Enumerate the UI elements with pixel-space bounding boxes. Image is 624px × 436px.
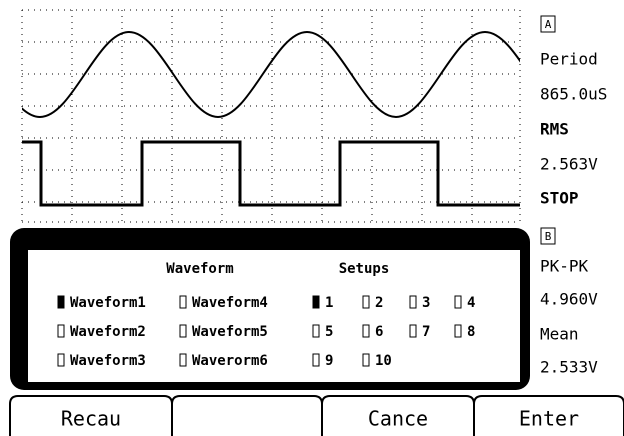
option-label[interactable]: 4 bbox=[467, 295, 475, 311]
option-label[interactable]: Waveform1 bbox=[70, 295, 146, 311]
dialog-body bbox=[28, 250, 520, 382]
grid bbox=[21, 9, 521, 223]
dialog: Waveform Setups Waveform1 Waveform2 Waveform… bbox=[57, 261, 475, 369]
softkey-label[interactable]: Cance bbox=[368, 407, 428, 431]
checkbox[interactable] bbox=[57, 324, 65, 338]
option-label[interactable]: Waveform4 bbox=[192, 295, 268, 311]
readout-panel: A Period 865.0uS RMS 2.563V STOP B PK-PK 4.960V M… bbox=[540, 15, 607, 377]
checkbox[interactable] bbox=[362, 353, 370, 367]
checkbox[interactable] bbox=[362, 324, 370, 338]
readout-value: 4.960V bbox=[540, 290, 598, 309]
checkbox[interactable] bbox=[57, 295, 65, 309]
button-bar: Recau Cance Enter bbox=[9, 395, 624, 436]
readout-value: 865.0uS bbox=[540, 85, 607, 104]
option-label[interactable]: 6 bbox=[375, 324, 383, 340]
option-label[interactable]: 5 bbox=[325, 324, 333, 340]
option-label[interactable]: Waveform3 bbox=[70, 353, 146, 369]
checkbox[interactable] bbox=[409, 295, 417, 309]
readout-value: 2.533V bbox=[540, 358, 598, 377]
readout-label: RMS bbox=[540, 120, 569, 139]
status: STOP bbox=[540, 189, 579, 208]
checkbox[interactable] bbox=[312, 324, 320, 338]
readout-label: Period bbox=[540, 50, 598, 69]
checkbox[interactable] bbox=[179, 353, 187, 367]
option-label[interactable]: 1 bbox=[325, 295, 333, 311]
option-label[interactable]: 7 bbox=[422, 324, 430, 340]
option-label[interactable]: 8 bbox=[467, 324, 475, 340]
readout-value: 2.563V bbox=[540, 155, 598, 174]
checkbox[interactable] bbox=[454, 295, 462, 309]
sine-trace bbox=[22, 30, 520, 119]
option-label[interactable]: 10 bbox=[375, 353, 392, 369]
checkbox[interactable] bbox=[179, 295, 187, 309]
option-label[interactable]: Waveform2 bbox=[70, 324, 146, 340]
option-label[interactable]: Waveform5 bbox=[192, 324, 268, 340]
readout-label: Mean bbox=[540, 325, 579, 344]
checkbox[interactable] bbox=[454, 324, 462, 338]
square-trace bbox=[22, 140, 520, 207]
softkey-label[interactable]: Recau bbox=[61, 407, 121, 431]
dialog-header: Setups bbox=[339, 261, 390, 277]
channel-badge: A bbox=[545, 18, 552, 31]
option-label[interactable]: 3 bbox=[422, 295, 430, 311]
softkey-label[interactable]: Enter bbox=[519, 407, 579, 431]
dialog-header: Waveform bbox=[166, 261, 233, 277]
badge-box bbox=[540, 15, 556, 33]
option-label[interactable]: Waverorm6 bbox=[192, 353, 268, 369]
badge-box bbox=[540, 227, 556, 245]
readout-label: PK-PK bbox=[540, 257, 589, 276]
checkbox[interactable] bbox=[312, 295, 320, 309]
checkbox[interactable] bbox=[179, 324, 187, 338]
checkbox[interactable] bbox=[312, 353, 320, 367]
option-label[interactable]: 9 bbox=[325, 353, 333, 369]
checkbox[interactable] bbox=[409, 324, 417, 338]
option-label[interactable]: 2 bbox=[375, 295, 383, 311]
channel-badge: B bbox=[545, 230, 552, 243]
checkbox[interactable] bbox=[57, 353, 65, 367]
checkbox[interactable] bbox=[362, 295, 370, 309]
softkey-frame[interactable] bbox=[171, 395, 323, 436]
